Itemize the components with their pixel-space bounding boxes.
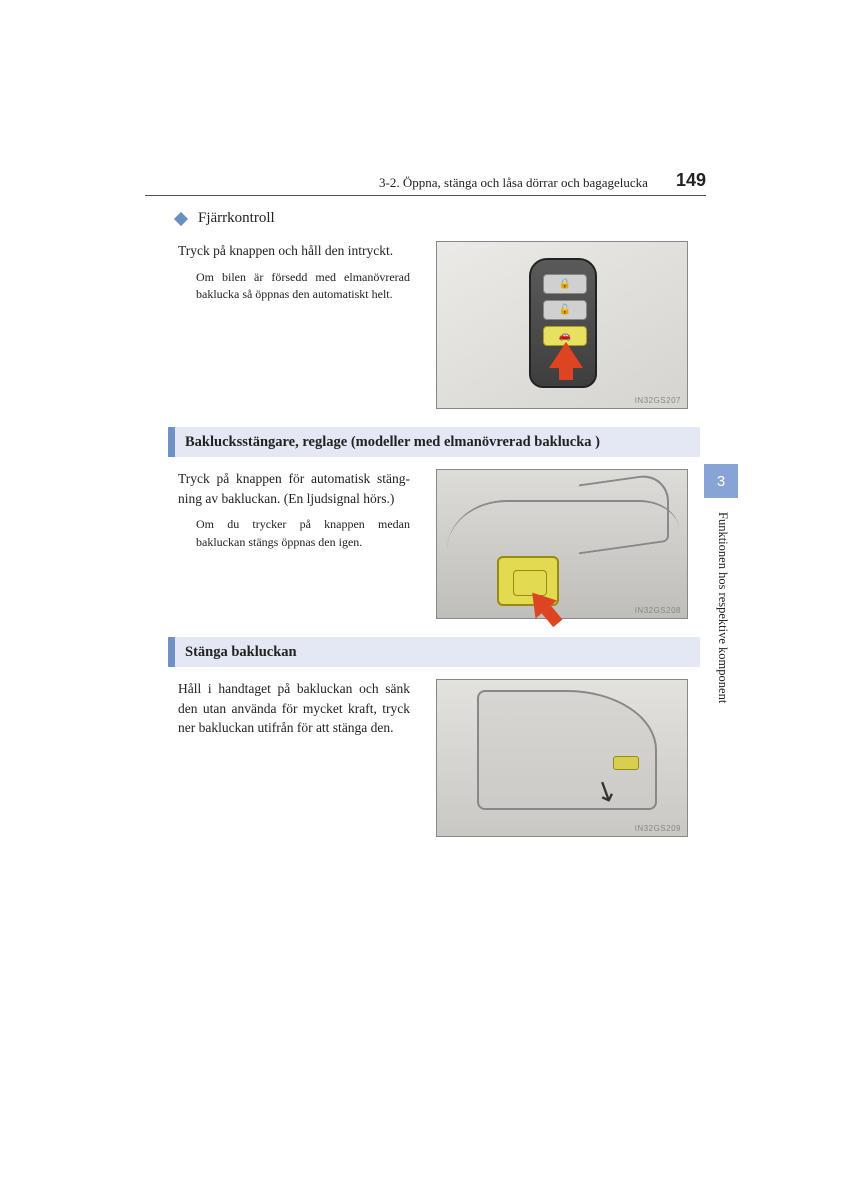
keyfob-lock-button: 🔒 (543, 274, 587, 294)
page-number: 149 (676, 170, 706, 191)
trunk-handle (613, 756, 639, 770)
trunk-lid-outline (579, 472, 669, 555)
illustration-code: IN32GS209 (635, 824, 681, 833)
heading-accent (168, 637, 175, 667)
press-arrow-icon (549, 342, 583, 368)
page-header: 3-2. Öppna, stänga och låsa dörrar och b… (145, 170, 706, 196)
section-breadcrumb: 3-2. Öppna, stänga och låsa dörrar och b… (379, 175, 648, 191)
sub-text: Om bilen är försedd med elmanövrerad bak… (196, 269, 410, 304)
page: 3-2. Öppna, stänga och låsa dörrar och b… (0, 0, 848, 1200)
diamond-bullet-icon (174, 211, 188, 225)
content-area: Fjärrkontroll Tryck på knappen och håll … (178, 210, 700, 855)
heading-text: Stänga bakluckan (175, 637, 297, 667)
unlock-icon: 🔓 (559, 305, 571, 316)
subsection-title: Fjärrkontroll (198, 210, 275, 227)
body-text: Tryck på knappen och håll den intryckt. (178, 241, 410, 261)
body-text: Tryck på knappen för automatisk stäng­ni… (178, 469, 410, 508)
illustration-column: 🔒 🔓 🚗 IN32GS207 (436, 241, 696, 409)
illustration-trunk-closing: ↘ IN32GS209 (436, 679, 688, 837)
heading-bar: Baklucksstängare, reglage (modeller med … (168, 427, 700, 457)
sub-text: Om du trycker på knappen medan bakluckan… (196, 516, 410, 551)
illustration-column: IN32GS208 (436, 469, 696, 619)
section-remote: Tryck på knappen och håll den intryckt. … (178, 241, 700, 409)
keyfob-body: 🔒 🔓 🚗 (529, 258, 597, 388)
illustration-code: IN32GS207 (635, 396, 681, 405)
section-closer-switch: Tryck på knappen för automatisk stäng­ni… (178, 469, 700, 619)
text-column: Håll i handtaget på bakluckan och sänk d… (178, 679, 418, 837)
chapter-title-vertical: Funktionen hos respektive komponent (714, 512, 730, 812)
heading-text: Baklucksstängare, reglage (modeller med … (175, 427, 600, 457)
illustration-column: ↘ IN32GS209 (436, 679, 696, 837)
lock-icon: 🔒 (559, 279, 571, 290)
heading-bar: Stänga bakluckan (168, 637, 700, 667)
chapter-number: 3 (717, 473, 725, 490)
illustration-code: IN32GS208 (635, 606, 681, 615)
text-column: Tryck på knappen och håll den intryckt. … (178, 241, 418, 409)
subsection-header: Fjärrkontroll (178, 210, 700, 227)
chapter-tab: 3 (704, 464, 738, 498)
trunk-icon: 🚗 (559, 331, 571, 342)
keyfob-unlock-button: 🔓 (543, 300, 587, 320)
section-close-trunk: Håll i handtaget på bakluckan och sänk d… (178, 679, 700, 837)
trunk-lid-open (477, 690, 657, 810)
body-text: Håll i handtaget på bakluckan och sänk d… (178, 679, 410, 738)
heading-accent (168, 427, 175, 457)
illustration-trunk-switch: IN32GS208 (436, 469, 688, 619)
illustration-keyfob: 🔒 🔓 🚗 IN32GS207 (436, 241, 688, 409)
text-column: Tryck på knappen för automatisk stäng­ni… (178, 469, 418, 619)
